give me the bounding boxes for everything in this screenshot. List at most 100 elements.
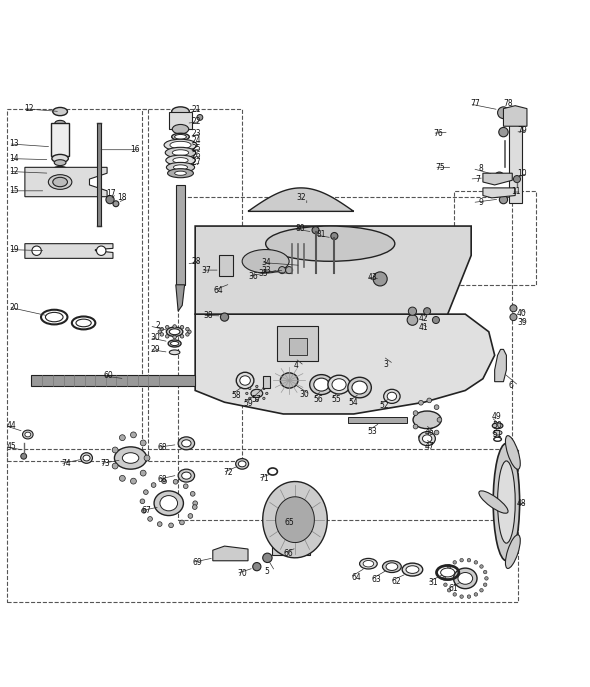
Polygon shape: [25, 168, 107, 196]
Ellipse shape: [402, 563, 422, 576]
Text: 34: 34: [262, 258, 271, 267]
Circle shape: [148, 517, 152, 521]
Circle shape: [248, 387, 251, 390]
Text: 56: 56: [313, 395, 323, 404]
Text: 62: 62: [391, 577, 401, 586]
Circle shape: [140, 499, 145, 504]
Polygon shape: [483, 173, 512, 185]
Ellipse shape: [53, 166, 68, 174]
Ellipse shape: [458, 572, 473, 584]
Ellipse shape: [178, 469, 195, 482]
Ellipse shape: [479, 491, 508, 513]
Circle shape: [253, 563, 261, 571]
Ellipse shape: [154, 491, 183, 515]
Circle shape: [266, 392, 268, 394]
Bar: [7, 109, 148, 461]
Circle shape: [278, 544, 286, 552]
Circle shape: [183, 484, 188, 488]
Circle shape: [447, 565, 451, 568]
Circle shape: [474, 593, 478, 596]
Circle shape: [165, 335, 169, 338]
Circle shape: [188, 514, 193, 518]
Ellipse shape: [382, 561, 401, 572]
Text: 80: 80: [296, 225, 306, 234]
Circle shape: [191, 491, 195, 496]
Polygon shape: [248, 188, 354, 212]
Bar: [277, 326, 319, 361]
Circle shape: [97, 246, 106, 256]
Ellipse shape: [83, 455, 90, 461]
Text: 17: 17: [106, 189, 116, 199]
Text: 32: 32: [296, 193, 306, 203]
Text: 8: 8: [478, 164, 483, 173]
Text: 20: 20: [9, 302, 19, 312]
Ellipse shape: [182, 472, 191, 479]
Circle shape: [427, 398, 432, 403]
Text: 64: 64: [214, 286, 224, 295]
Ellipse shape: [169, 350, 180, 354]
Circle shape: [510, 305, 517, 312]
Text: 58: 58: [231, 391, 241, 400]
Ellipse shape: [175, 135, 186, 139]
Circle shape: [510, 313, 517, 321]
Bar: [271, 540, 310, 555]
Text: 26: 26: [191, 151, 201, 160]
Ellipse shape: [352, 381, 367, 394]
Bar: [51, 123, 69, 155]
Circle shape: [173, 335, 176, 339]
Polygon shape: [483, 188, 515, 198]
Circle shape: [248, 397, 251, 400]
Circle shape: [140, 470, 146, 476]
Polygon shape: [195, 226, 471, 314]
Text: 73: 73: [100, 460, 110, 469]
Ellipse shape: [441, 568, 455, 577]
Ellipse shape: [178, 437, 195, 450]
Circle shape: [162, 479, 166, 484]
Ellipse shape: [240, 376, 250, 385]
Text: 7: 7: [475, 174, 480, 183]
Text: 69: 69: [192, 558, 202, 567]
Ellipse shape: [170, 142, 191, 148]
Ellipse shape: [173, 157, 188, 163]
Circle shape: [434, 405, 439, 409]
Ellipse shape: [454, 568, 477, 589]
Text: 38: 38: [203, 311, 213, 320]
Ellipse shape: [169, 329, 180, 335]
Circle shape: [483, 570, 487, 574]
Text: 54: 54: [349, 398, 358, 407]
Circle shape: [413, 411, 418, 416]
Ellipse shape: [168, 340, 181, 347]
Circle shape: [373, 272, 387, 286]
Circle shape: [499, 127, 508, 137]
Circle shape: [331, 232, 338, 240]
Text: 51: 51: [492, 430, 502, 439]
Text: 41: 41: [418, 323, 428, 332]
Bar: [7, 449, 518, 602]
Text: 57: 57: [252, 395, 261, 404]
Ellipse shape: [48, 174, 72, 190]
Text: 29: 29: [150, 345, 160, 354]
Circle shape: [130, 432, 136, 438]
Ellipse shape: [168, 169, 194, 178]
Text: 43: 43: [368, 273, 377, 282]
Ellipse shape: [81, 453, 93, 463]
Text: 68: 68: [158, 443, 167, 452]
Circle shape: [113, 201, 119, 207]
Ellipse shape: [280, 373, 298, 388]
Circle shape: [119, 435, 125, 440]
Ellipse shape: [348, 377, 371, 398]
Text: 66: 66: [283, 549, 293, 558]
Ellipse shape: [171, 341, 179, 346]
Ellipse shape: [422, 435, 432, 442]
Circle shape: [245, 392, 248, 394]
Text: 71: 71: [259, 474, 268, 483]
Circle shape: [188, 330, 191, 333]
Circle shape: [407, 315, 418, 326]
Ellipse shape: [493, 431, 502, 435]
Circle shape: [442, 576, 446, 580]
Text: 75: 75: [435, 163, 445, 172]
Circle shape: [460, 559, 463, 562]
Ellipse shape: [54, 159, 66, 166]
Text: 79: 79: [517, 126, 527, 135]
Text: 64: 64: [351, 573, 360, 582]
